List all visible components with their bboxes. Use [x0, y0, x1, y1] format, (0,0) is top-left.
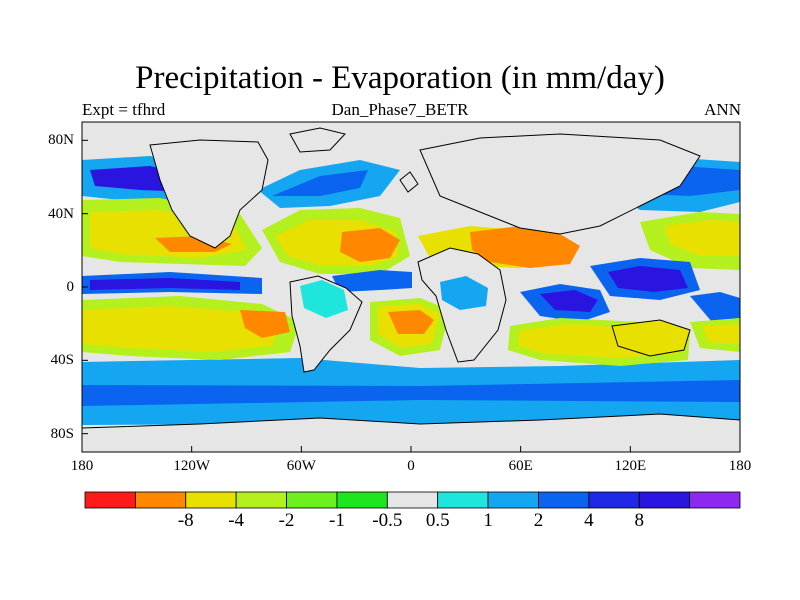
- lon-label: 180: [70, 458, 94, 474]
- congo-wet: [440, 276, 488, 310]
- colorbar-label: 1: [483, 510, 493, 531]
- lon-label: 0: [407, 458, 415, 474]
- amazon-wet: [300, 280, 348, 318]
- lat-label: 80S: [50, 425, 74, 442]
- colorbar-swatch: [487, 491, 539, 509]
- colorbar-swatch: [134, 491, 187, 509]
- plot-title: Precipitation - Evaporation (in mm/day): [135, 60, 665, 96]
- colorbar-label: -1: [329, 510, 345, 531]
- pacific-itcz-core: [90, 278, 240, 290]
- north-america: [150, 140, 268, 248]
- case-label: Dan_Phase7_BETR: [331, 100, 469, 119]
- lon-label: 60E: [508, 458, 533, 474]
- colorbar-label: 8: [634, 510, 644, 531]
- atlantic-itcz: [332, 270, 412, 292]
- lon-label: 60W: [286, 458, 316, 474]
- arabia-dry: [470, 226, 580, 268]
- colorbar-swatch: [386, 491, 439, 509]
- colorbar-label: 0.5: [425, 510, 450, 531]
- colorbar-label: 2: [533, 510, 544, 531]
- spcz: [690, 292, 740, 322]
- s-pacific-dry-mid: [82, 306, 280, 352]
- maritime-continent-wet-core: [608, 266, 688, 292]
- lat-label: 40S: [50, 352, 74, 369]
- asia: [420, 134, 700, 234]
- southern-ocean-wet-core: [82, 380, 740, 406]
- colorbar-swatch: [538, 491, 590, 509]
- lat-label: 0: [66, 279, 75, 295]
- experiment-label: Expt = tfhrd: [82, 100, 166, 119]
- antarctica: [82, 414, 740, 452]
- colorbar-label: -4: [228, 510, 245, 531]
- lat-label: 80N: [48, 132, 74, 149]
- colorbar-swatch: [437, 491, 489, 509]
- s-pacific-dry-core: [240, 310, 290, 338]
- colorbar-label: -2: [278, 510, 295, 531]
- nw-pacific-dry-mid: [664, 220, 740, 256]
- australia-dry: [612, 320, 690, 356]
- colorbar-label: -0.5: [372, 510, 403, 531]
- lon-label: 180: [728, 458, 752, 474]
- arctic: [82, 122, 740, 140]
- colorbar-swatch: [84, 491, 136, 509]
- colorbar-label: 4: [584, 510, 594, 531]
- s-atlantic-dry-core: [388, 310, 434, 334]
- colorbar-swatch: [286, 491, 338, 509]
- n-atlantic-dry-core: [340, 228, 400, 262]
- lat-label: 40N: [48, 205, 74, 222]
- indian-ocean-wet-core: [540, 290, 598, 312]
- colorbar-swatch: [185, 491, 237, 509]
- colorbar-swatch: [235, 491, 287, 509]
- colorbar-swatch: [638, 491, 691, 509]
- colorbar-swatch: [336, 491, 388, 509]
- north-atlantic-core: [272, 170, 368, 196]
- colorbar-label: -8: [177, 510, 194, 531]
- colorbar-swatch: [588, 491, 640, 509]
- lon-label: 120W: [173, 458, 210, 474]
- colorbar-swatch: [689, 491, 741, 509]
- lon-label: 120E: [614, 458, 647, 474]
- season-label: ANN: [704, 100, 741, 119]
- sw-pacific-dry-mid: [702, 324, 740, 344]
